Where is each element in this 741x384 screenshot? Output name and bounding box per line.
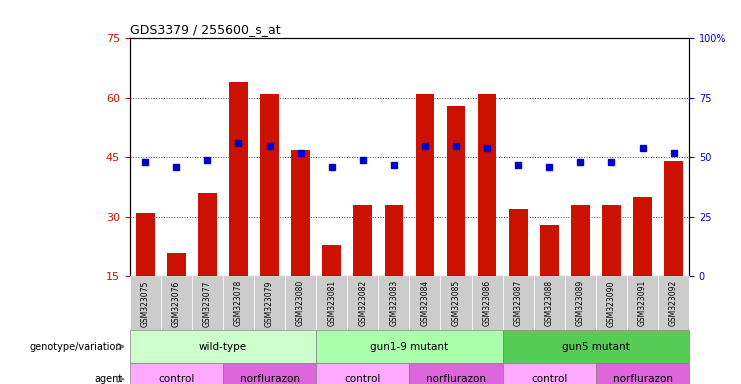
Text: GSM323077: GSM323077 (203, 280, 212, 326)
Text: wild-type: wild-type (199, 341, 247, 352)
Text: GSM323086: GSM323086 (482, 280, 491, 326)
Text: GSM323078: GSM323078 (234, 280, 243, 326)
Text: agent: agent (94, 374, 122, 384)
Bar (571, 205, 590, 276)
Text: GSM323087: GSM323087 (514, 280, 522, 326)
Text: control: control (531, 374, 568, 384)
Text: GSM323084: GSM323084 (420, 280, 430, 326)
Text: GSM323075: GSM323075 (141, 280, 150, 326)
Bar (136, 213, 155, 276)
Bar (198, 193, 216, 276)
Bar (353, 205, 372, 276)
Text: control: control (345, 374, 381, 384)
Bar (540, 225, 559, 276)
Bar (385, 205, 403, 276)
Text: GSM323089: GSM323089 (576, 280, 585, 326)
Text: gun5 mutant: gun5 mutant (562, 341, 630, 352)
Text: GSM323081: GSM323081 (328, 280, 336, 326)
Text: GSM323085: GSM323085 (451, 280, 460, 326)
Bar (664, 161, 683, 276)
Bar (416, 94, 434, 276)
Text: norflurazon: norflurazon (239, 374, 299, 384)
Bar (229, 82, 247, 276)
Text: control: control (158, 374, 194, 384)
Bar (322, 245, 341, 276)
Text: GSM323080: GSM323080 (296, 280, 305, 326)
Text: GSM323088: GSM323088 (545, 280, 554, 326)
Text: GDS3379 / 255600_s_at: GDS3379 / 255600_s_at (130, 23, 280, 36)
Text: GSM323079: GSM323079 (265, 280, 274, 326)
Text: GSM323090: GSM323090 (607, 280, 616, 326)
Text: GSM323091: GSM323091 (638, 280, 647, 326)
Bar (167, 253, 185, 276)
Text: GSM323092: GSM323092 (669, 280, 678, 326)
Bar (602, 205, 621, 276)
Text: GSM323083: GSM323083 (389, 280, 399, 326)
Text: norflurazon: norflurazon (613, 374, 673, 384)
Bar (447, 106, 465, 276)
Text: GSM323082: GSM323082 (359, 280, 368, 326)
Bar (291, 149, 310, 276)
Bar (633, 197, 652, 276)
Bar (478, 94, 496, 276)
Text: GSM323076: GSM323076 (172, 280, 181, 326)
Text: gun1-9 mutant: gun1-9 mutant (370, 341, 448, 352)
Bar (260, 94, 279, 276)
Text: genotype/variation: genotype/variation (30, 341, 122, 352)
Bar (509, 209, 528, 276)
Text: norflurazon: norflurazon (426, 374, 486, 384)
